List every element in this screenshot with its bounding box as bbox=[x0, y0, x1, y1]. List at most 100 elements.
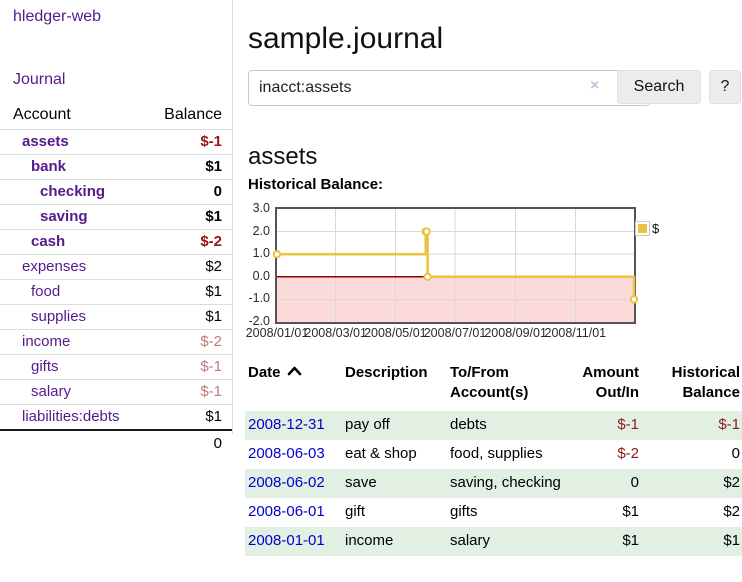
account-row: liabilities:debts $1 bbox=[0, 404, 232, 431]
register-balance-cell: 0 bbox=[731, 445, 740, 462]
account-name-cell: bank bbox=[0, 155, 148, 180]
account-link[interactable]: bank bbox=[31, 158, 67, 175]
account-link[interactable]: saving bbox=[40, 208, 88, 225]
register-balance-cell: $-1 bbox=[718, 416, 740, 433]
chart-title: Historical Balance: bbox=[248, 176, 384, 193]
account-balance: $-1 bbox=[200, 133, 222, 150]
account-row: assets $-1 bbox=[0, 129, 232, 155]
account-balance: $2 bbox=[205, 258, 222, 275]
sidebar-item-journal[interactable]: Journal bbox=[13, 71, 66, 88]
search-button[interactable]: Search bbox=[617, 70, 701, 104]
accounts-table: Account Balance assets $-1 bank $1 checking 0… bbox=[0, 103, 232, 455]
account-link[interactable]: expenses bbox=[22, 258, 87, 275]
account-row: food $1 bbox=[0, 279, 232, 305]
chart-legend: $ bbox=[635, 221, 659, 236]
register-date-cell: 2008-06-02 bbox=[245, 469, 342, 498]
y-axis-tick-label: 2.0 bbox=[252, 223, 270, 238]
account-row: saving $1 bbox=[0, 204, 232, 230]
register-accounts-cell: food, supplies bbox=[450, 445, 543, 462]
account-balance: $-2 bbox=[200, 333, 222, 350]
account-name-cell: salary bbox=[0, 380, 148, 405]
account-link[interactable]: income bbox=[22, 333, 71, 350]
account-balance: $-2 bbox=[200, 233, 222, 250]
help-button[interactable]: ? bbox=[709, 70, 741, 104]
account-link[interactable]: liabilities:debts bbox=[22, 408, 120, 425]
account-row: cash $-2 bbox=[0, 229, 232, 255]
register-table-body: 2008-12-31 pay off debts $-1 $-1 2008-06-03 ea… bbox=[245, 411, 742, 556]
account-link[interactable]: food bbox=[31, 283, 61, 300]
x-axis-tick-label: 2008/11/01 bbox=[544, 326, 607, 340]
account-link[interactable]: gifts bbox=[31, 358, 59, 375]
account-link[interactable]: salary bbox=[31, 383, 72, 400]
legend-swatch-border bbox=[635, 221, 650, 236]
accounts-table-body: assets $-1 bank $1 checking 0 saving $1 cash $-2 e… bbox=[0, 129, 232, 431]
register-accounts-cell: gifts bbox=[450, 503, 478, 520]
register-accounts-cell: debts bbox=[450, 416, 487, 433]
register-header-description: Description bbox=[345, 364, 428, 381]
account-name-cell: cash bbox=[0, 230, 148, 255]
register-amount-cell: 0 bbox=[630, 474, 639, 491]
transaction-date-link[interactable]: 2008-06-01 bbox=[248, 503, 325, 520]
accounts-total-spacer bbox=[0, 430, 148, 455]
account-link[interactable]: supplies bbox=[31, 308, 87, 325]
clear-search-icon[interactable]: × bbox=[590, 77, 600, 94]
account-row: bank $1 bbox=[0, 154, 232, 180]
account-name-cell: food bbox=[0, 280, 148, 305]
register-amount-cell: $1 bbox=[622, 532, 639, 549]
transaction-date-link[interactable]: 2008-01-01 bbox=[248, 532, 325, 549]
account-name-cell: expenses bbox=[0, 255, 148, 280]
y-axis-tick-label: -2.0 bbox=[248, 314, 270, 328]
account-link[interactable]: assets bbox=[22, 133, 69, 150]
account-link[interactable]: checking bbox=[40, 183, 106, 200]
register-table: Date Description To/From Account(s) Amou… bbox=[245, 359, 742, 556]
account-name-cell: checking bbox=[0, 180, 148, 205]
account-balance: $-1 bbox=[200, 358, 222, 375]
x-axis-tick-label: 2008/07/01 bbox=[423, 326, 487, 340]
register-row: 2008-06-03 eat & shop food, supplies $-2 0 bbox=[245, 440, 742, 469]
y-axis-tick-label: 3.0 bbox=[252, 201, 270, 215]
register-row: 2008-06-01 gift gifts $1 $2 bbox=[245, 498, 742, 527]
account-row: checking 0 bbox=[0, 179, 232, 205]
account-balance: $1 bbox=[205, 208, 222, 225]
search-input[interactable] bbox=[248, 70, 650, 106]
account-row: gifts $-1 bbox=[0, 354, 232, 380]
account-balance: 0 bbox=[213, 183, 222, 200]
search-bar: × Search ? bbox=[248, 70, 742, 106]
register-header-balance: Historical Balance bbox=[671, 364, 740, 401]
sort-ascending-icon bbox=[287, 366, 301, 376]
register-description-cell: pay off bbox=[345, 416, 390, 433]
account-link[interactable]: cash bbox=[31, 233, 66, 250]
transaction-date-link[interactable]: 2008-06-02 bbox=[248, 474, 325, 491]
account-name-cell: supplies bbox=[0, 305, 148, 330]
register-amount-cell: $-1 bbox=[617, 416, 639, 433]
account-balance: $-1 bbox=[200, 383, 222, 400]
account-row: income $-2 bbox=[0, 329, 232, 355]
transaction-date-link[interactable]: 2008-06-03 bbox=[248, 445, 325, 462]
account-row: expenses $2 bbox=[0, 254, 232, 280]
sidebar: hledger-web Journal Account Balance asse… bbox=[0, 0, 233, 452]
register-header-date-label: Date bbox=[248, 364, 281, 381]
register-header-date[interactable]: Date bbox=[245, 359, 342, 411]
app-brand-link[interactable]: hledger-web bbox=[13, 8, 102, 25]
register-balance-cell: $2 bbox=[723, 474, 740, 491]
register-date-cell: 2008-12-31 bbox=[245, 411, 342, 440]
accounts-total-value: 0 bbox=[213, 435, 222, 452]
register-balance-cell: $1 bbox=[723, 532, 740, 549]
y-axis-tick-label: 1.0 bbox=[252, 246, 270, 261]
accounts-total-row: 0 bbox=[0, 430, 232, 455]
account-balance: $1 bbox=[205, 408, 222, 425]
x-axis-tick-label: 2008/09/01 bbox=[484, 326, 547, 340]
chart-canvas bbox=[272, 209, 639, 322]
chart-plot-area: $ bbox=[272, 207, 659, 324]
register-header-accounts: To/From Account(s) bbox=[450, 364, 529, 401]
register-row: 2008-12-31 pay off debts $-1 $-1 bbox=[245, 411, 742, 440]
account-balance: $1 bbox=[205, 158, 222, 175]
legend-color-swatch bbox=[638, 224, 647, 233]
x-axis-tick-label: 2008/05/01 bbox=[364, 326, 427, 340]
transaction-date-link[interactable]: 2008-12-31 bbox=[248, 416, 325, 433]
account-name-cell: saving bbox=[0, 205, 148, 230]
account-name-cell: liabilities:debts bbox=[0, 405, 148, 431]
page-title: sample.journal bbox=[248, 22, 444, 56]
register-header-row: Date Description To/From Account(s) Amou… bbox=[245, 359, 742, 411]
historical-balance-chart: $ 3.0 2.0 1.0 0.0 -1.0 -2.0 2008/01/01 2008/03… bbox=[246, 200, 742, 345]
